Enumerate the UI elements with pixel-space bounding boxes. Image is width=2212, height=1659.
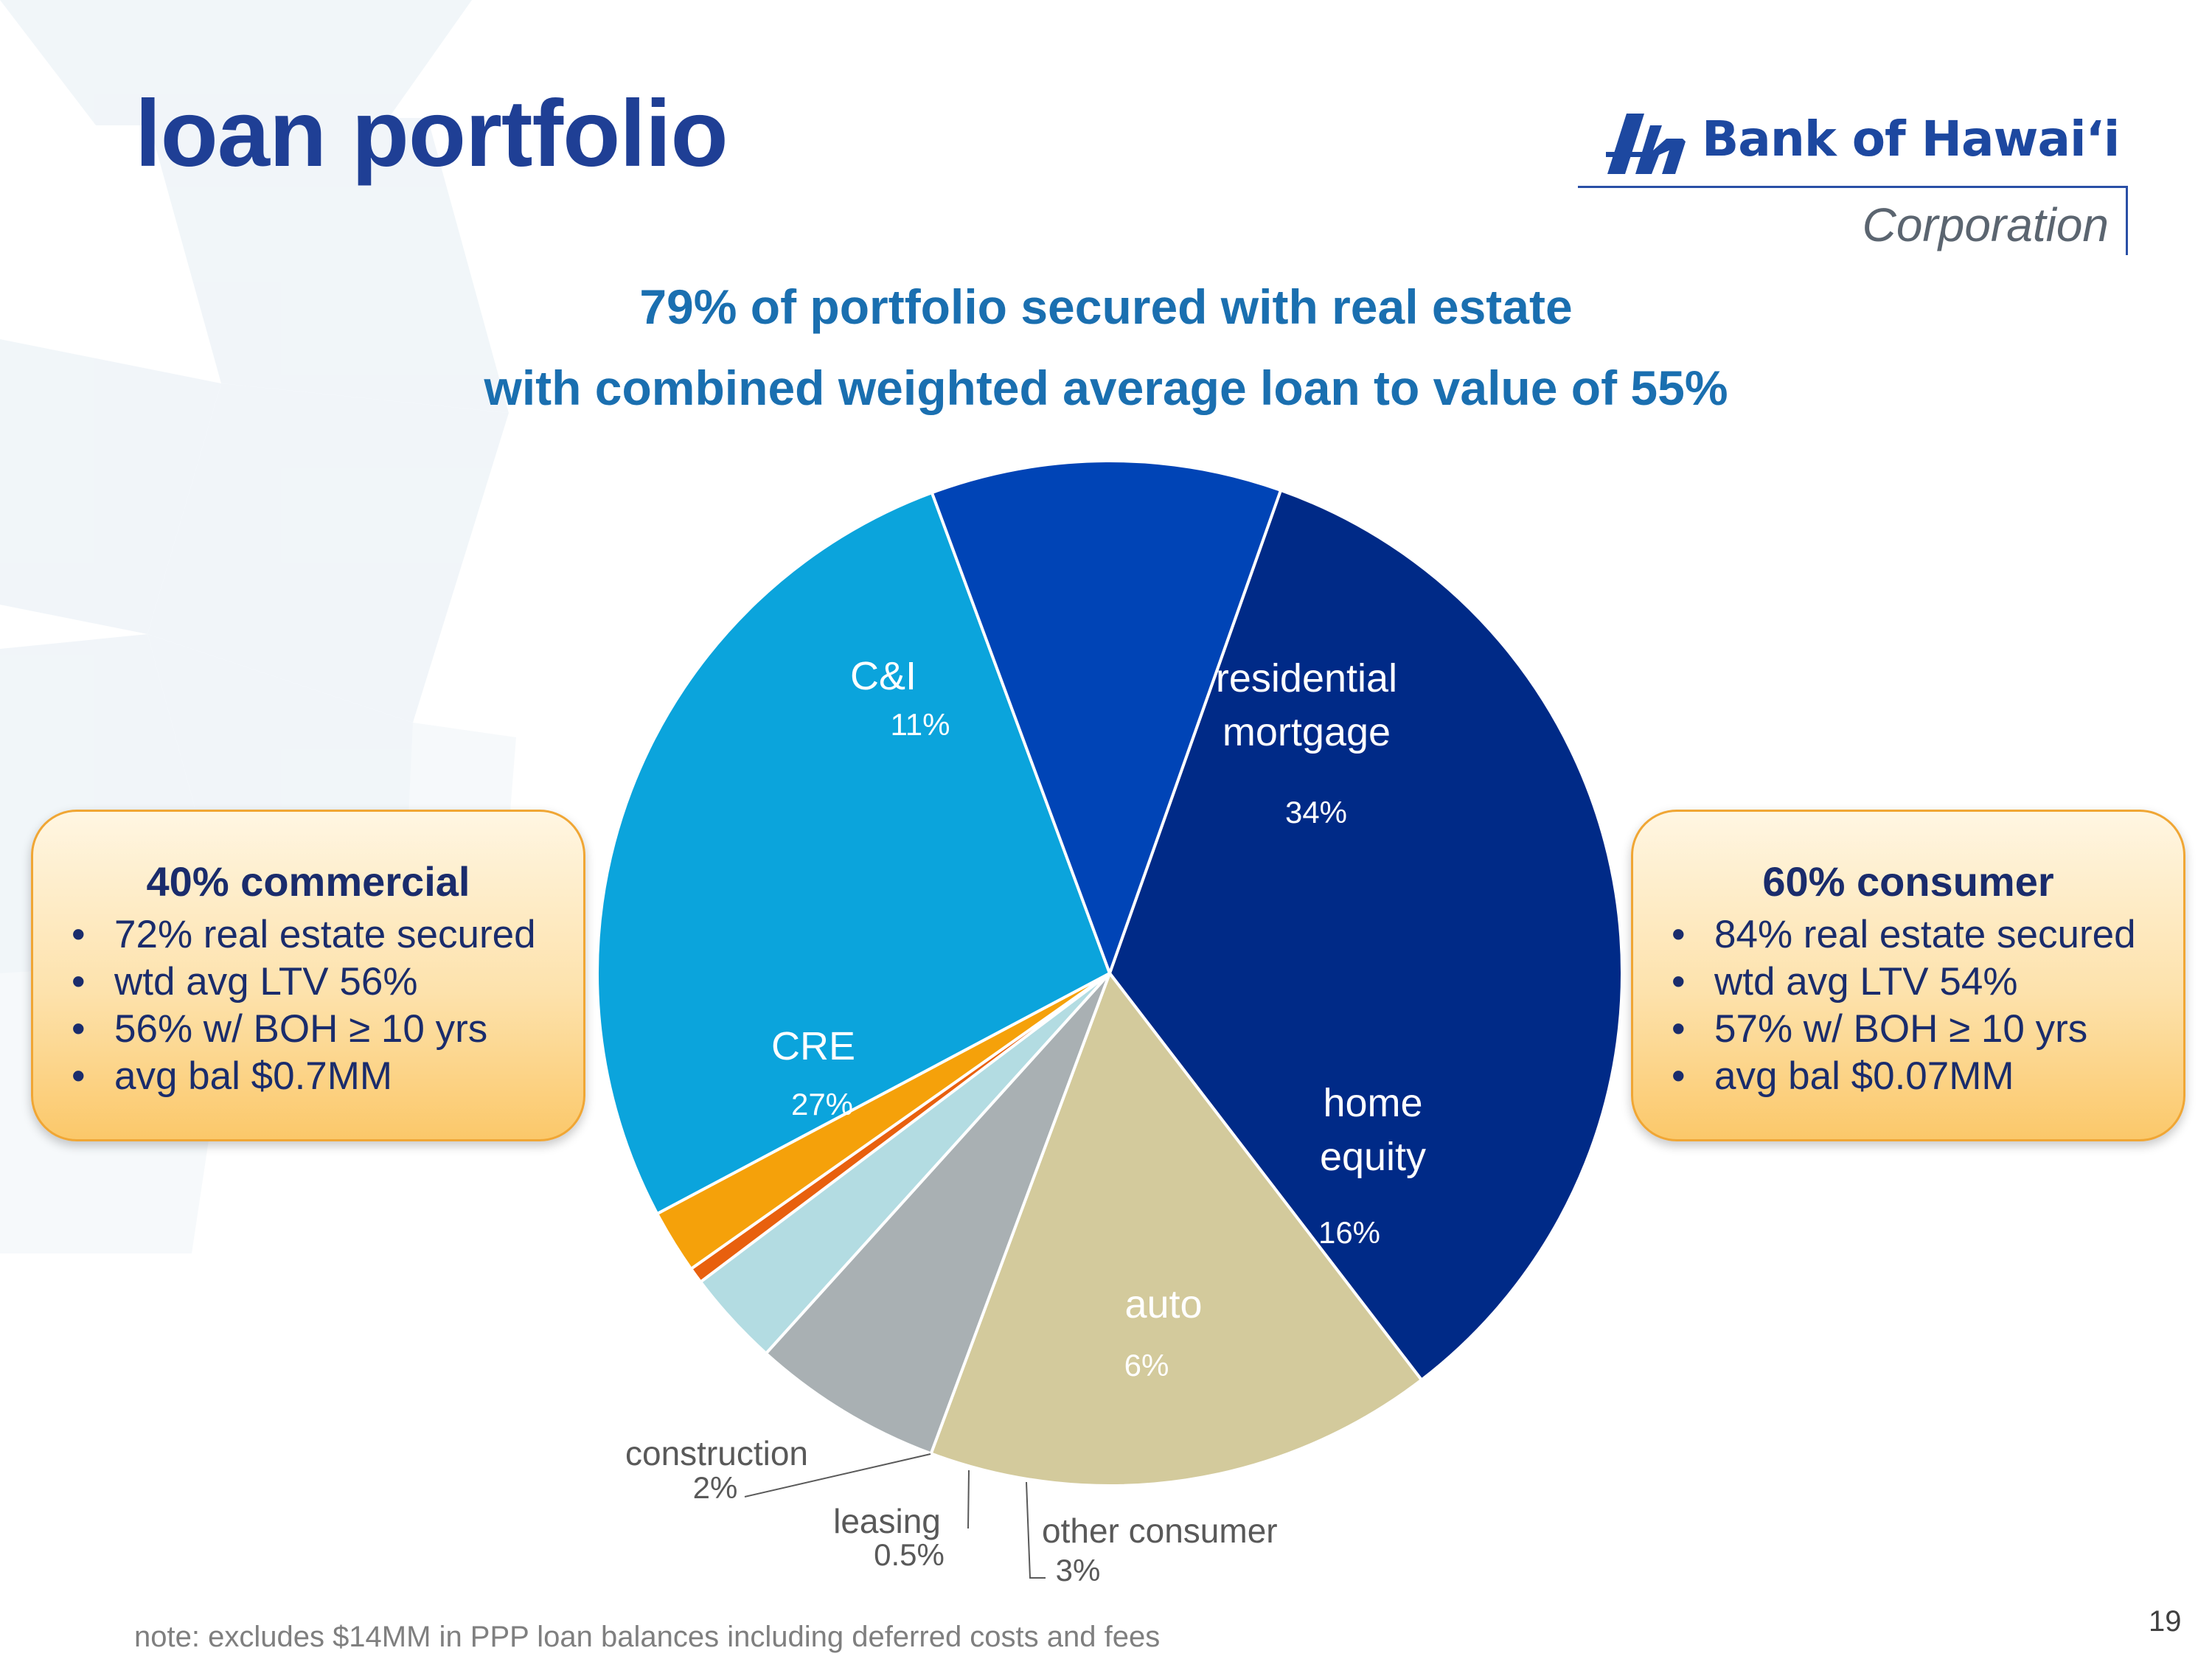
leader-line-construction <box>744 1453 931 1498</box>
pie-slice-residential-mortgage <box>1108 488 1624 1382</box>
slice-value-other-consumer: 3% <box>1056 1553 1101 1587</box>
consumer-bullet: avg bal $0.07MM <box>1672 1053 2166 1100</box>
slice-label-construction: construction <box>625 1434 808 1472</box>
slice-label-leasing: leasing <box>833 1502 941 1540</box>
commercial-bullet: 56% w/ BOH ≥ 10 yrs <box>72 1006 566 1053</box>
slice-label-c-and-i: C&I <box>850 654 917 698</box>
pie-slice-c-and-i <box>930 459 1282 975</box>
slice-value-residential-mortgage: 34% <box>1285 795 1347 830</box>
footnote: note: excludes $14MM in PPP loan balance… <box>134 1621 1161 1653</box>
slice-label-cre: CRE <box>771 1024 855 1068</box>
bank-logo: Bank of Hawai‘i Corporation <box>1578 103 2138 265</box>
slice-value-cre: 27% <box>791 1087 853 1121</box>
slice-label-residential-mortgage: residential <box>1216 656 1397 700</box>
leader-line-other-consumer <box>1026 1481 1046 1579</box>
commercial-callout: 40% commercial 72% real estate secured w… <box>31 810 585 1141</box>
slice-value-home-equity: 16% <box>1318 1215 1380 1250</box>
bank-logo-mark-icon <box>1606 114 1686 174</box>
bank-logo-name: Bank of Hawai‘i <box>1702 111 2120 167</box>
consumer-heading: 60% consumer <box>1762 858 2054 905</box>
slice-value-c-and-i: 11% <box>891 707 950 742</box>
leader-line-leasing <box>967 1470 970 1529</box>
subtitle-line-2: with combined weighted average loan to v… <box>484 361 1728 415</box>
pie-slice-home-equity <box>929 972 1423 1487</box>
slice-value-construction: 2% <box>693 1470 738 1505</box>
slice-label-home-equity: home <box>1323 1081 1422 1125</box>
slice-value-leasing: 0.5% <box>874 1537 945 1572</box>
slice-value-auto: 6% <box>1124 1348 1169 1382</box>
bank-logo-subtitle: Corporation <box>1862 198 2109 251</box>
page-title: loan portfolio <box>135 81 728 187</box>
slice-label-home-equity: equity <box>1320 1135 1426 1179</box>
logo-rule <box>1578 186 2127 188</box>
consumer-bullet: wtd avg LTV 54% <box>1672 959 2166 1006</box>
commercial-bullet: 72% real estate secured <box>72 911 566 959</box>
consumer-bullet: 57% w/ BOH ≥ 10 yrs <box>1672 1006 2166 1053</box>
pie-slice-cre <box>596 491 1111 1216</box>
pie-slice-auto <box>764 972 1111 1455</box>
subtitle-line-1: 79% of portfolio secured with real estat… <box>639 279 1573 334</box>
slice-label-other-consumer: other consumer <box>1042 1512 1278 1550</box>
commercial-bullet: wtd avg LTV 56% <box>72 959 566 1006</box>
logo-rule-vertical <box>2126 186 2128 255</box>
page-number: 19 <box>2149 1605 2182 1638</box>
commercial-heading: 40% commercial <box>146 858 470 905</box>
consumer-callout: 60% consumer 84% real estate secured wtd… <box>1631 810 2185 1141</box>
slice-label-auto: auto <box>1124 1282 1202 1326</box>
slice-label-residential-mortgage: mortgage <box>1222 710 1391 754</box>
consumer-bullet: 84% real estate secured <box>1672 911 2166 959</box>
commercial-bullet: avg bal $0.7MM <box>72 1053 566 1100</box>
